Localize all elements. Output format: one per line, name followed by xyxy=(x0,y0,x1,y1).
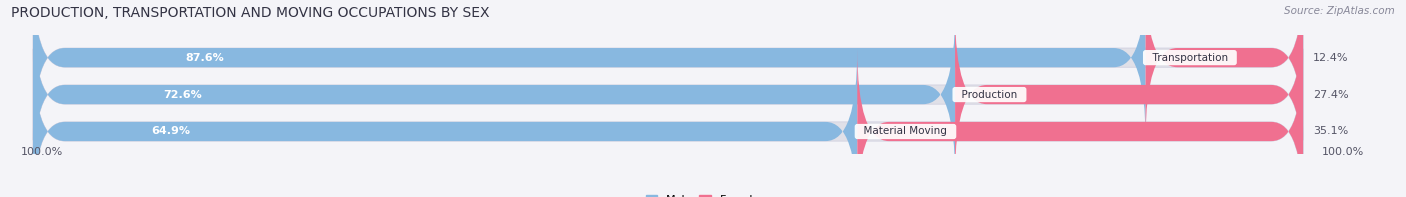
Text: 27.4%: 27.4% xyxy=(1313,90,1348,99)
FancyBboxPatch shape xyxy=(34,49,1303,197)
Text: Transportation: Transportation xyxy=(1146,53,1234,63)
Text: PRODUCTION, TRANSPORTATION AND MOVING OCCUPATIONS BY SEX: PRODUCTION, TRANSPORTATION AND MOVING OC… xyxy=(11,6,489,20)
FancyBboxPatch shape xyxy=(858,49,1303,197)
Text: 87.6%: 87.6% xyxy=(186,53,225,63)
Text: 72.6%: 72.6% xyxy=(163,90,201,99)
FancyBboxPatch shape xyxy=(1146,0,1303,140)
Text: Source: ZipAtlas.com: Source: ZipAtlas.com xyxy=(1284,6,1395,16)
FancyBboxPatch shape xyxy=(34,0,1303,140)
Text: 64.9%: 64.9% xyxy=(150,126,190,137)
Text: Material Moving: Material Moving xyxy=(858,126,953,137)
FancyBboxPatch shape xyxy=(955,12,1303,177)
FancyBboxPatch shape xyxy=(34,12,1303,177)
Text: Production: Production xyxy=(955,90,1024,99)
FancyBboxPatch shape xyxy=(34,0,1146,140)
Legend: Male, Female: Male, Female xyxy=(641,190,765,197)
Text: 12.4%: 12.4% xyxy=(1313,53,1348,63)
FancyBboxPatch shape xyxy=(34,12,955,177)
FancyBboxPatch shape xyxy=(34,49,858,197)
Text: 35.1%: 35.1% xyxy=(1313,126,1348,137)
Text: 100.0%: 100.0% xyxy=(21,147,63,157)
Text: 100.0%: 100.0% xyxy=(1322,147,1364,157)
